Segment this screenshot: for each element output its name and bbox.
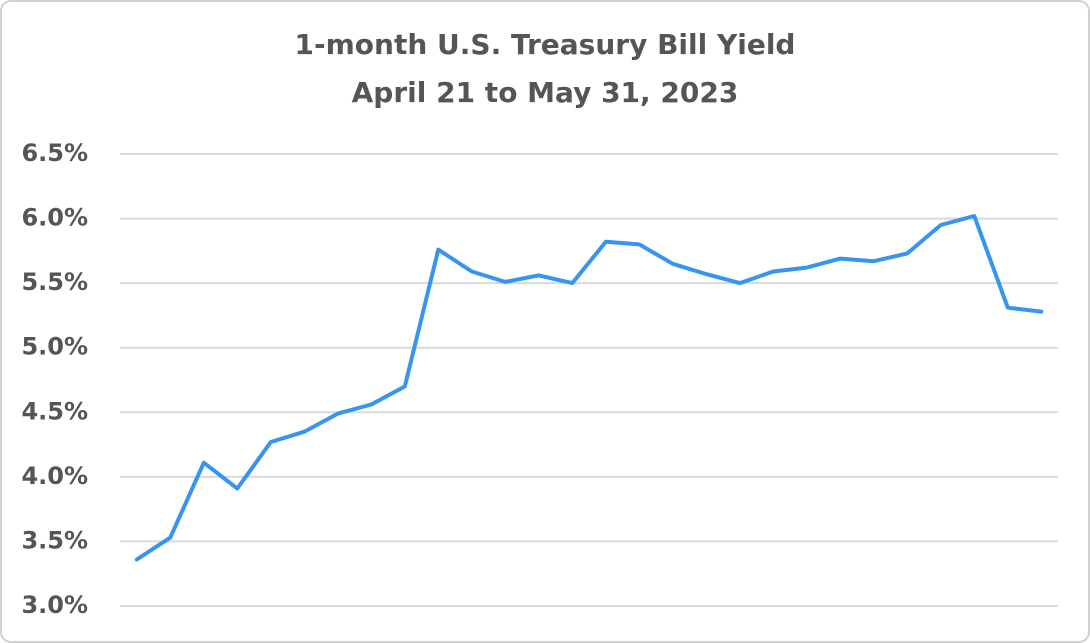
chart-title: 1-month U.S. Treasury Bill Yield bbox=[295, 28, 796, 61]
y-tick-label: 5.5% bbox=[21, 268, 88, 296]
y-tick-label: 6.0% bbox=[21, 204, 88, 232]
data-line bbox=[134, 214, 1044, 562]
y-tick-label: 5.0% bbox=[21, 333, 88, 361]
y-tick-label: 4.0% bbox=[21, 462, 88, 490]
y-tick-label: 3.5% bbox=[21, 526, 88, 554]
y-tick-label: 3.0% bbox=[21, 591, 88, 619]
chart-subtitle: April 21 to May 31, 2023 bbox=[352, 76, 739, 109]
y-tick-label: 6.5% bbox=[21, 139, 88, 167]
y-tick-label: 4.5% bbox=[21, 397, 88, 425]
